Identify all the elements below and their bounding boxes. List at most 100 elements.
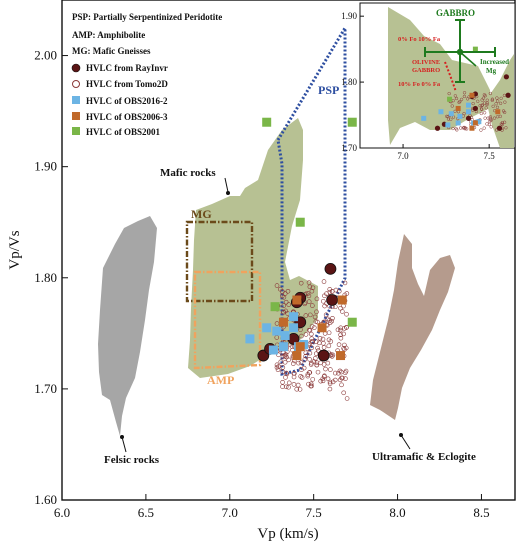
inset-tomo2d-point xyxy=(451,126,455,131)
inset-rayinvr-point xyxy=(465,115,472,121)
felsic-rocks-label: Felsic rocks xyxy=(104,454,160,466)
hvlc-of-obs2016-2-point xyxy=(289,312,299,322)
plot-frame xyxy=(61,0,516,501)
mg-outline xyxy=(185,220,254,303)
inset-tomo2d-point xyxy=(453,94,458,98)
tomo2d-point xyxy=(336,342,342,347)
tomo2d-point xyxy=(314,309,319,315)
inset-tomo2d-point xyxy=(454,96,459,101)
inset-tomo2d-point xyxy=(489,125,493,129)
y-axis-label: Vp/Vs xyxy=(7,230,23,269)
x-tick-label: 6.0 xyxy=(54,505,70,520)
inset-tomo2d-point xyxy=(502,120,507,124)
tomo2d-point xyxy=(314,362,319,368)
tomo2d-point xyxy=(294,386,300,392)
tomo2d-point xyxy=(292,371,297,376)
ultramafic-pointer xyxy=(400,434,411,450)
x-tick-label: 8.5 xyxy=(473,505,489,520)
tomo2d-point xyxy=(342,342,347,348)
inset-tomo2d-point xyxy=(471,101,475,106)
tomo2d-point xyxy=(313,356,318,361)
tomo2d-point xyxy=(280,384,285,389)
fo10-label: 10% Fo 0% Fa xyxy=(398,81,441,88)
tomo2d-point xyxy=(311,359,317,364)
hvlc-of-obs2006-3-point xyxy=(337,295,347,305)
tomo2d-point xyxy=(309,345,315,351)
tomo2d-point xyxy=(320,336,326,342)
inset-obs-point xyxy=(466,109,471,115)
hvlc-of-obs2001-point xyxy=(347,117,357,127)
gabbro-center xyxy=(456,48,464,56)
tomo2d-point xyxy=(310,285,316,291)
tomo2d-point xyxy=(327,287,333,292)
olivine-label: OLIVINE xyxy=(412,59,440,66)
ultramafic-eclogite-label: Ultramafic & Eclogite xyxy=(372,451,476,463)
gabbro-label: GABBRO xyxy=(436,8,475,18)
tomo2d-point xyxy=(298,360,304,365)
inset-tomo2d-point xyxy=(490,98,494,102)
tomo2d-point xyxy=(307,284,313,290)
inset-obs-point xyxy=(438,109,444,115)
inset-plot: GABBRO Increased Mg 0% Fo 10% Fa OLIVINE… xyxy=(341,2,516,161)
inset-tomo2d-point xyxy=(457,100,461,105)
tomo2d-point xyxy=(285,289,291,294)
inset-obs-point xyxy=(455,120,461,126)
inset-rayinvr-point xyxy=(496,125,503,131)
inset-tomo2d-point xyxy=(498,114,502,119)
mafic-rocks-pointer-dot xyxy=(226,191,230,195)
tomo2d-point xyxy=(278,359,284,365)
hvlc-of-obs2016-2-point xyxy=(280,331,290,341)
inset-tomo2d-point xyxy=(446,117,451,121)
tomo2d-point xyxy=(329,318,335,324)
legend-label-tomo2d: HVLC from Tomo2D xyxy=(86,79,168,89)
legend-label-rayinvr: HVLC from RayInvr xyxy=(86,63,168,73)
tomo2d-point xyxy=(320,378,326,384)
tomo2d-point xyxy=(298,374,304,379)
inset-points xyxy=(421,46,511,132)
axes: 6.0 6.5 7.0 7.5 8.0 8.5 1.601.701.801.902.00 … xyxy=(7,0,516,542)
tomo2d-point xyxy=(340,375,345,381)
inset-tomo2d-point xyxy=(488,91,493,96)
tomo2d-point xyxy=(295,382,301,388)
tomo2d-point xyxy=(344,396,350,401)
ultramafic-eclogite-field xyxy=(370,234,455,420)
tomo2d-point xyxy=(309,336,314,341)
tomo2d-point xyxy=(283,384,289,390)
inset-tomo2d-point xyxy=(483,94,487,98)
inset-obs-point xyxy=(448,111,454,117)
inset-tomo2d-point xyxy=(480,104,484,108)
felsic-rocks-pointer-dot xyxy=(120,435,124,439)
x-tick-label: 6.5 xyxy=(138,505,154,520)
x-tick-label: 7.0 xyxy=(222,505,238,520)
x-tick-label: 7.5 xyxy=(306,505,322,520)
tomo2d-point xyxy=(327,379,333,385)
tomo2d-point xyxy=(291,382,297,387)
tomo2d-point xyxy=(305,291,311,296)
tomo2d-point xyxy=(279,293,285,299)
increased-mg-arrow xyxy=(459,51,477,67)
tomo2d-point xyxy=(337,327,343,333)
tomo2d-point xyxy=(314,296,320,302)
tomo2d-point xyxy=(325,316,331,322)
tomo2d-point xyxy=(327,386,333,392)
felsic-rocks-pointer xyxy=(121,436,127,453)
tomo2d-point xyxy=(321,374,327,379)
inset-tomo2d-point xyxy=(476,99,480,103)
legend-abbrev-amp: AMP: Amphibolite xyxy=(72,30,145,40)
tomo2d-point xyxy=(326,343,332,349)
tomo2d-point xyxy=(281,309,286,315)
x-ticks: 6.0 6.5 7.0 7.5 8.0 8.5 xyxy=(54,494,490,520)
inset-tomo2d-point xyxy=(479,128,483,132)
hvlc-of-obs2016-2-point xyxy=(245,334,255,344)
hvlc-of-obs2016-2-point xyxy=(262,323,272,333)
tomo2d-point xyxy=(338,332,343,338)
inset-x-tick-label: 7.5 xyxy=(484,151,496,161)
tomo2d-point xyxy=(307,350,313,356)
tomo2d-point xyxy=(342,280,348,286)
inset-tomo2d-point xyxy=(496,99,500,103)
hvlc-of-obs2006-3-point xyxy=(278,317,288,327)
tomo2d-point xyxy=(341,303,346,309)
inset-tomo2d-point xyxy=(455,128,459,132)
tomo2d-point xyxy=(325,360,331,366)
tomo2d-point xyxy=(321,345,327,350)
